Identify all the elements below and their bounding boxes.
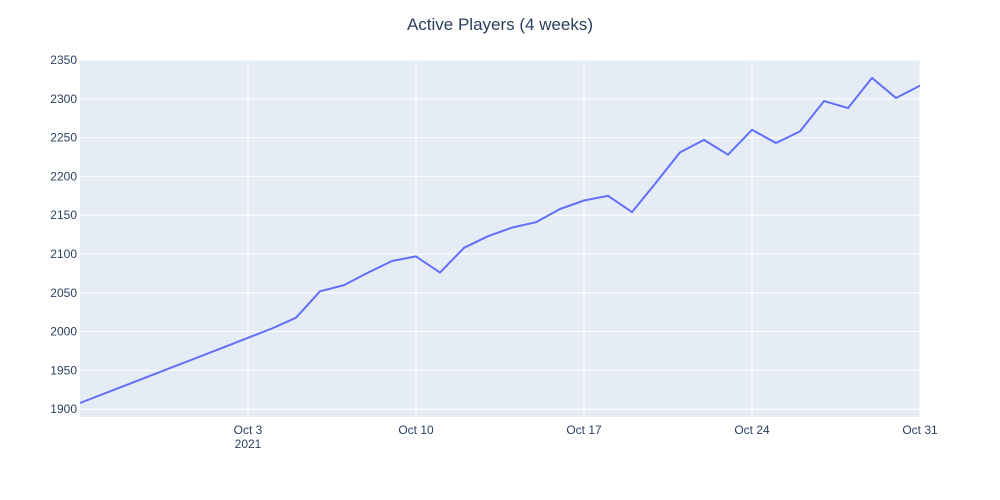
x-tick-sublabel: 2021 — [235, 437, 262, 451]
x-tick-label: Oct 24 — [734, 423, 770, 437]
x-tick-label: Oct 17 — [566, 423, 602, 437]
series-line — [79, 76, 921, 404]
y-tick-label: 2250 — [50, 131, 77, 145]
y-tick-label: 2200 — [50, 169, 77, 183]
y-tick-label: 1900 — [50, 402, 77, 416]
x-tick-label: Oct 31 — [902, 423, 938, 437]
y-tick-label: 2000 — [50, 325, 77, 339]
y-axis: 1900 1950 2000 2050 2100 2150 2200 2250 2300 2350 — [50, 53, 77, 416]
chart-title: Active Players (4 weeks) — [407, 15, 593, 34]
x-tick-label: Oct 3 — [234, 423, 263, 437]
gridlines — [80, 59, 921, 417]
y-tick-label: 2100 — [50, 247, 77, 261]
y-tick-label: 2350 — [50, 53, 77, 67]
series-layer — [79, 76, 921, 404]
y-tick-label: 1950 — [50, 363, 77, 377]
y-tick-label: 2150 — [50, 208, 77, 222]
y-tick-label: 2050 — [50, 286, 77, 300]
plot-area — [80, 60, 920, 417]
y-tick-label: 2300 — [50, 92, 77, 106]
x-tick-label: Oct 10 — [398, 423, 434, 437]
